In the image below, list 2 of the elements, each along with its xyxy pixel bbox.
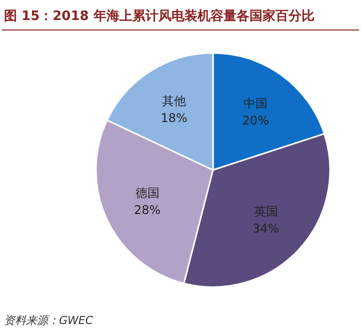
- title: 图 15：2018 年海上累计风电装机容量各国家百分比: [4, 9, 314, 24]
- annotation: 资料来源：GWEC: [4, 314, 94, 327]
